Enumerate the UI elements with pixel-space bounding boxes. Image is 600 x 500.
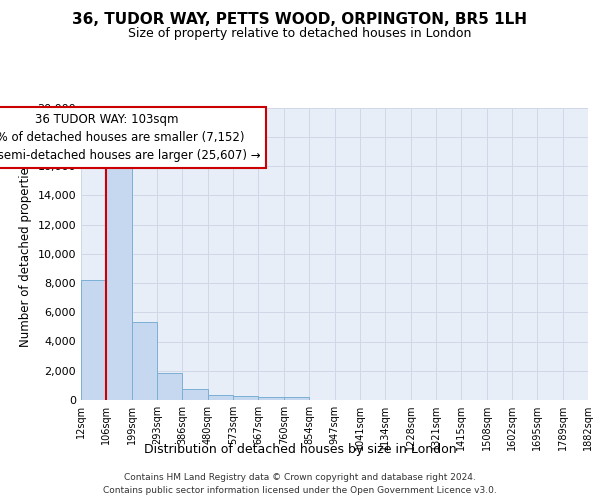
Text: Contains public sector information licensed under the Open Government Licence v3: Contains public sector information licen…	[103, 486, 497, 495]
Bar	[81, 280, 106, 400]
Bar	[233, 396, 259, 400]
Bar	[132, 322, 157, 400]
Text: Size of property relative to detached houses in London: Size of property relative to detached ho…	[128, 28, 472, 40]
Bar	[208, 395, 233, 400]
Bar	[106, 157, 132, 400]
Text: Contains HM Land Registry data © Crown copyright and database right 2024.: Contains HM Land Registry data © Crown c…	[124, 472, 476, 482]
Bar	[284, 397, 309, 400]
Bar	[182, 389, 208, 400]
Text: Distribution of detached houses by size in London: Distribution of detached houses by size …	[143, 442, 457, 456]
Bar	[157, 373, 182, 400]
Y-axis label: Number of detached properties: Number of detached properties	[19, 161, 32, 347]
Text: 36, TUDOR WAY, PETTS WOOD, ORPINGTON, BR5 1LH: 36, TUDOR WAY, PETTS WOOD, ORPINGTON, BR…	[73, 12, 527, 28]
Bar	[259, 396, 284, 400]
Text: 36 TUDOR WAY: 103sqm
← 22% of detached houses are smaller (7,152)
78% of semi-de: 36 TUDOR WAY: 103sqm ← 22% of detached h…	[0, 114, 260, 162]
